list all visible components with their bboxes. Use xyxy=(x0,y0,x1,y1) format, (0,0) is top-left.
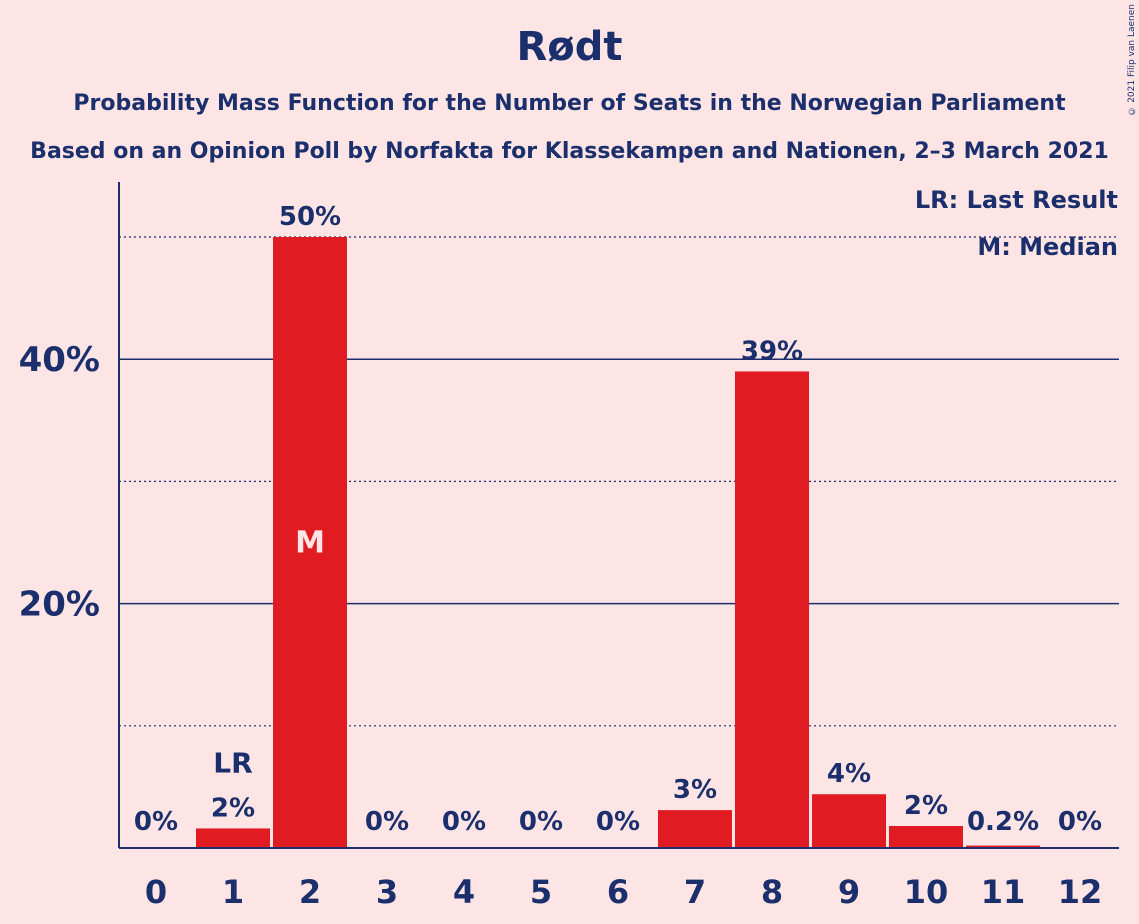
data-label-4: 0% xyxy=(442,807,486,837)
legend-last-result: LR: Last Result xyxy=(914,186,1118,214)
x-tick-label-10: 10 xyxy=(904,873,949,911)
bar-1 xyxy=(196,828,270,848)
x-tick-label-5: 5 xyxy=(530,873,552,911)
data-label-10: 2% xyxy=(904,791,948,821)
y-tick-label: 20% xyxy=(19,585,100,625)
data-label-9: 4% xyxy=(827,759,871,789)
data-label-11: 0.2% xyxy=(967,807,1039,837)
x-tick-label-9: 9 xyxy=(838,873,860,911)
x-tick-label-1: 1 xyxy=(222,873,244,911)
x-tick-label-7: 7 xyxy=(684,873,706,911)
chart-subtitle: Probability Mass Function for the Number… xyxy=(73,91,1066,116)
bar-10 xyxy=(889,826,963,848)
median-marker: M xyxy=(295,526,325,561)
bar-2 xyxy=(273,237,347,848)
bar-9 xyxy=(812,794,886,848)
chart-subtitle-poll: Based on an Opinion Poll by Norfakta for… xyxy=(30,139,1109,164)
y-tick-label: 40% xyxy=(19,340,100,380)
x-tick-label-11: 11 xyxy=(981,873,1026,911)
data-label-3: 0% xyxy=(365,807,409,837)
x-tick-label-6: 6 xyxy=(607,873,629,911)
legend-median: M: Median xyxy=(977,233,1118,261)
last-result-marker: LR xyxy=(213,746,252,779)
data-label-1: 2% xyxy=(211,793,255,823)
x-tick-label-3: 3 xyxy=(376,873,398,911)
bar-7 xyxy=(658,810,732,848)
data-label-7: 3% xyxy=(673,775,717,805)
bar-11 xyxy=(966,845,1040,848)
data-label-8: 39% xyxy=(741,336,803,366)
x-tick-label-12: 12 xyxy=(1058,873,1103,911)
bar-8 xyxy=(735,371,809,848)
x-tick-label-0: 0 xyxy=(145,873,167,911)
chart-title: Rødt xyxy=(516,24,623,70)
data-label-5: 0% xyxy=(519,807,563,837)
data-label-12: 0% xyxy=(1058,807,1102,837)
data-label-6: 0% xyxy=(596,807,640,837)
data-label-2: 50% xyxy=(279,202,341,232)
x-tick-label-4: 4 xyxy=(453,873,475,911)
x-tick-label-8: 8 xyxy=(761,873,783,911)
x-tick-label-2: 2 xyxy=(299,873,321,911)
data-label-0: 0% xyxy=(134,807,178,837)
